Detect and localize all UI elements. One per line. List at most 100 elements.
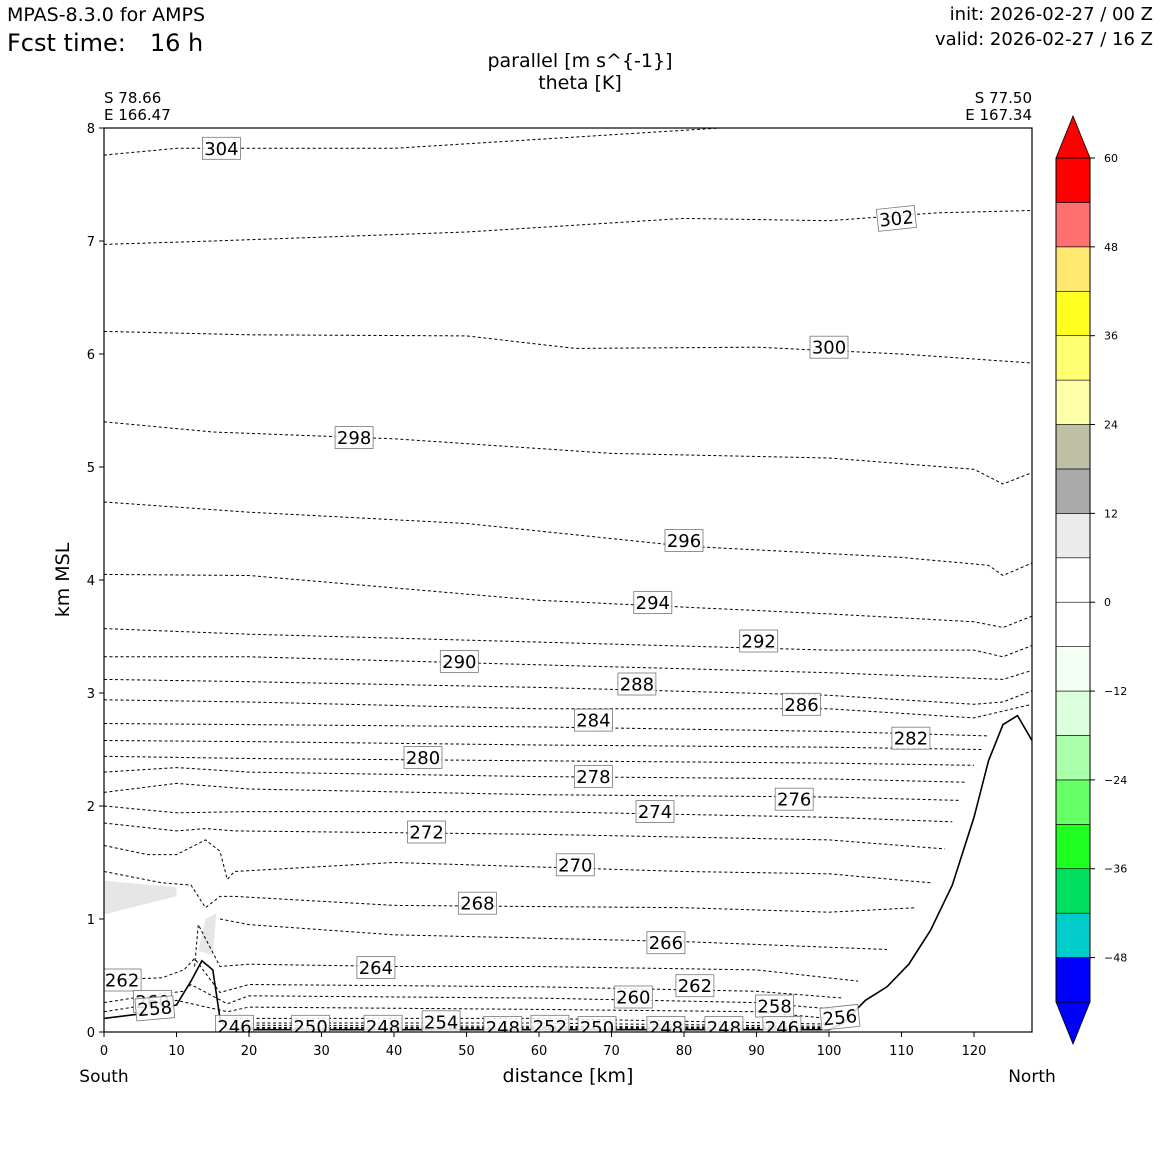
contour-label-252: 252 [530, 1014, 570, 1038]
contour-label-box [574, 708, 613, 732]
contour-label-box [782, 692, 821, 716]
contour-label-286: 286 [782, 692, 821, 716]
theta-contour-262 [104, 957, 844, 999]
colorbar-segment [1055, 424, 1091, 470]
contour-label-box [762, 1016, 802, 1032]
contour-label-260: 260 [613, 985, 653, 1009]
contour-label-box [104, 968, 142, 992]
y-tick-label: 1 [87, 913, 95, 928]
x-tick-label: 110 [889, 1044, 914, 1059]
colorbar-segment [1055, 513, 1091, 559]
theta-contour-270 [104, 839, 931, 884]
end-lon: E 167.34 [965, 106, 1032, 124]
contour-label-248: 248 [646, 1016, 686, 1039]
contour-label-box [334, 426, 374, 450]
colorbar-under-triangle [1055, 1001, 1091, 1046]
contour-label-text: 272 [409, 823, 443, 844]
theta-contour-300 [104, 330, 1032, 364]
contour-label-text: 278 [576, 767, 610, 788]
colorbar: −48 −36 −24 −12 0 12 24 36 48 60 [1055, 114, 1127, 1046]
theta-contour-290 [104, 656, 1032, 680]
contour-label-258: 258 [134, 995, 176, 1022]
contour-label-text: 248 [649, 1018, 683, 1039]
x-tick-label: 50 [458, 1044, 475, 1059]
contour-label-248: 248 [483, 1016, 523, 1032]
y-tick-label: 2 [87, 800, 95, 815]
contour-label-box [577, 1016, 617, 1032]
contour-label-box [774, 787, 814, 811]
contour-label-272: 272 [407, 820, 447, 844]
y-tick-label: 7 [87, 235, 95, 250]
contour-label-box [291, 1014, 331, 1032]
colorbar-segment [1055, 202, 1091, 248]
contour-label-text: 254 [424, 1012, 458, 1033]
x-tick-label: 80 [676, 1044, 693, 1059]
contour-label-box [407, 820, 447, 844]
theta-contour-294 [104, 573, 1032, 629]
wind-shading-layer [104, 880, 217, 956]
contour-label-278: 278 [574, 765, 613, 788]
theta-contour-layer [104, 128, 1032, 1030]
colorbar-segment [1055, 824, 1091, 870]
contour-label-text: 252 [533, 1017, 567, 1038]
contour-label-254: 254 [421, 1010, 461, 1033]
contour-label-box [613, 985, 653, 1009]
x-tick-label: 100 [817, 1044, 842, 1059]
wind-shade-region [104, 880, 177, 915]
theta-contour-296 [104, 501, 1032, 577]
x-tick-label: 70 [603, 1044, 620, 1059]
contour-label-284: 284 [574, 708, 613, 732]
theta-contour-278 [104, 767, 967, 783]
contour-label-text: 250 [293, 1017, 327, 1038]
contour-label-text: 296 [667, 531, 701, 552]
contour-label-box [483, 1016, 523, 1032]
colorbar-segment [1055, 957, 1091, 1003]
colorbar-over-triangle [1055, 114, 1091, 159]
contour-label-292: 292 [739, 629, 779, 653]
contour-label-text: 280 [406, 748, 440, 769]
contour-label-text: 246 [765, 1018, 799, 1039]
contour-label-text: 274 [638, 802, 672, 823]
contour-label-text: 300 [812, 338, 846, 359]
contour-label-box [635, 800, 675, 823]
contour-label-text: 270 [558, 855, 592, 876]
colorbar-segment [1055, 468, 1091, 514]
theta-contour-292 [104, 628, 1032, 658]
x-tick-label: 30 [313, 1044, 330, 1059]
theta-contour-274 [104, 805, 953, 823]
y-axis: 0 1 2 3 4 5 6 7 8 [87, 122, 104, 1041]
contour-label-box [633, 591, 673, 614]
contour-label-296: 296 [664, 529, 704, 552]
contour-label-262: 262 [104, 968, 142, 992]
contour-label-text: 260 [616, 988, 650, 1009]
contour-label-text: 262 [105, 971, 139, 992]
colorbar-frame [1055, 157, 1091, 1003]
colorbar-tick-label: 60 [1104, 152, 1118, 165]
contour-label-262: 262 [675, 974, 715, 997]
colorbar-tick-label: 24 [1104, 419, 1118, 432]
contour-label-250: 250 [577, 1016, 617, 1032]
contour-label-box [739, 629, 779, 653]
y-tick-label: 6 [87, 348, 95, 363]
colorbar-tick-label: 12 [1104, 507, 1118, 520]
contour-label-text: 292 [742, 632, 776, 653]
contour-label-text: 294 [636, 593, 670, 614]
contour-label-294: 294 [633, 591, 673, 614]
colorbar-segment [1055, 690, 1091, 736]
x-tick-label: 10 [168, 1044, 185, 1059]
colorbar-segment [1055, 912, 1091, 958]
contour-label-266: 266 [646, 931, 686, 955]
contour-label-box [646, 931, 686, 955]
x-tick-label: 40 [386, 1044, 403, 1059]
north-label: North [1008, 1067, 1056, 1087]
colorbar-segment [1055, 379, 1091, 425]
contour-label-290: 290 [439, 650, 479, 673]
x-tick-label: 60 [531, 1044, 548, 1059]
contour-label-274: 274 [635, 800, 675, 823]
contour-label-248: 248 [363, 1014, 403, 1032]
y-axis-label: km MSL [52, 542, 74, 617]
contour-label-text: 246 [217, 1017, 251, 1038]
forecast-time: Fcst time: 16 h [7, 29, 203, 57]
contour-label-text: 258 [137, 997, 173, 1021]
